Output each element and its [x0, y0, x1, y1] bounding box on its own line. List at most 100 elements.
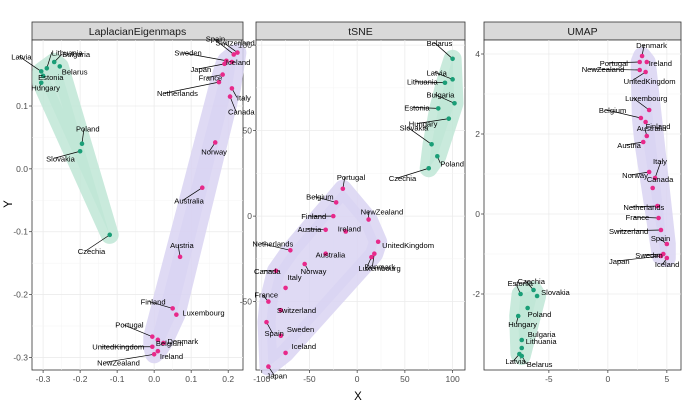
point-label-newzealand: NewZealand	[582, 65, 625, 74]
point-label-canada: Canada	[647, 175, 674, 184]
point-japan	[222, 61, 227, 67]
group-hull-east	[419, 49, 464, 178]
point-poland	[435, 153, 440, 159]
point-lithuania	[519, 345, 525, 351]
point-label-belarus: Belarus	[62, 67, 88, 76]
point-label-slovakia: Slovakia	[400, 123, 429, 132]
label-leader-line	[434, 93, 455, 104]
point-label-iceland: Iceland	[226, 58, 251, 67]
point-label-unitedkingdom: UnitedKingdom	[92, 343, 144, 352]
point-label-sweden: Sweden	[174, 49, 201, 58]
label-leader-line	[206, 74, 223, 78]
point-label-hungary: Hungary	[409, 120, 438, 129]
y-tick-label: -2	[472, 289, 480, 299]
point-japan	[266, 364, 271, 369]
x-tick-label: 0.0	[148, 374, 160, 384]
point-label-poland: Poland	[76, 125, 100, 134]
x-tick-label: 0	[355, 374, 360, 384]
point-label-newzealand: NewZealand	[361, 208, 404, 217]
point-france	[220, 72, 225, 77]
point-belarus	[57, 64, 63, 69]
label-leader-line	[654, 160, 662, 179]
point-czechia	[531, 287, 536, 293]
point-label-denmark: Denmark	[167, 337, 198, 346]
x-tick-label: -100	[253, 374, 270, 384]
point-label-finland: Finland	[646, 122, 671, 131]
point-label-finland: Finland	[301, 212, 326, 221]
point-unitedkingdom	[643, 69, 648, 75]
label-leader-line	[305, 228, 326, 231]
point-label-luxembourg: Luxembourg	[625, 94, 667, 103]
label-leader-line	[632, 97, 650, 111]
point-canada	[650, 185, 655, 191]
point-label-poland: Poland	[440, 159, 464, 168]
point-ireland	[155, 348, 161, 354]
point-label-portugal: Portugal	[115, 321, 144, 330]
point-label-switzerland: Switzerland	[215, 39, 254, 48]
point-label-sweden: Sweden	[287, 325, 314, 334]
point-estonia	[518, 291, 523, 297]
point-label-netherlands: Netherlands	[157, 89, 198, 98]
point-label-bulgaria: Bulgaria	[62, 50, 91, 59]
point-luxembourg	[174, 312, 179, 317]
point-label-austria: Austria	[617, 141, 641, 150]
x-tick-label: 0.1	[185, 374, 197, 384]
label-leader-line	[148, 301, 173, 309]
point-czechia	[426, 165, 432, 171]
point-lithuania	[44, 65, 50, 71]
x-tick-label: 0.2	[222, 374, 234, 384]
point-newzealand	[151, 351, 157, 357]
label-leader-line	[412, 107, 439, 109]
point-label-france: France	[199, 74, 223, 83]
point-label-estonia: Estonia	[508, 279, 534, 288]
label-leader-line	[625, 141, 644, 146]
point-austria	[323, 227, 328, 233]
y-tick-label: -50	[240, 297, 253, 307]
label-leader-line	[46, 52, 53, 69]
x-axis-title: X	[354, 391, 362, 403]
point-label-czechia: Czechia	[518, 277, 546, 286]
point-label-slovakia: Slovakia	[541, 288, 570, 297]
point-finland	[331, 213, 336, 219]
label-leader-line	[416, 118, 449, 124]
point-latvia	[450, 77, 455, 82]
point-label-belarus: Belarus	[427, 39, 453, 48]
point-slovakia	[429, 142, 434, 147]
label-leader-line	[314, 196, 337, 203]
point-austria	[177, 254, 183, 260]
point-label-lithuania: Lithuania	[526, 337, 558, 346]
label-leader-line	[85, 234, 110, 252]
point-newzealand	[637, 67, 643, 73]
label-leader-line	[81, 128, 85, 144]
y-tick-label: 100	[238, 40, 252, 50]
label-leader-line	[633, 216, 659, 219]
point-newzealand	[366, 217, 371, 222]
point-japan	[658, 253, 664, 259]
point-label-netherlands: Netherlands	[623, 203, 664, 212]
point-label-italy: Italy	[288, 273, 302, 282]
panel-title: tSNE	[348, 26, 373, 38]
point-label-slovakia: Slovakia	[46, 154, 75, 163]
label-leader-line	[213, 38, 234, 55]
point-label-latvia: Latvia	[505, 357, 526, 366]
label-leader-line	[616, 255, 661, 262]
point-italy	[229, 86, 235, 91]
point-label-belgium: Belgium	[156, 339, 183, 348]
point-slovakia	[77, 148, 83, 154]
label-leader-line	[182, 187, 203, 202]
label-leader-line	[631, 71, 646, 82]
y-tick-label: 0	[247, 211, 252, 221]
point-label-ireland: Ireland	[649, 59, 672, 68]
point-spain	[264, 319, 269, 325]
point-label-luxembourg: Luxembourg	[358, 264, 400, 273]
group-hull-west	[257, 179, 388, 376]
point-label-australia: Australia	[316, 251, 346, 260]
point-label-iceland: Iceland	[655, 260, 680, 269]
point-portugal	[150, 334, 155, 339]
point-label-austria: Austria	[298, 225, 322, 234]
point-label-luxembourg: Luxembourg	[182, 309, 224, 318]
panel-title: UMAP	[567, 26, 597, 38]
label-leader-line	[434, 72, 453, 80]
y-tick-label: 2	[475, 129, 480, 139]
point-label-japan: Japan	[190, 65, 211, 74]
